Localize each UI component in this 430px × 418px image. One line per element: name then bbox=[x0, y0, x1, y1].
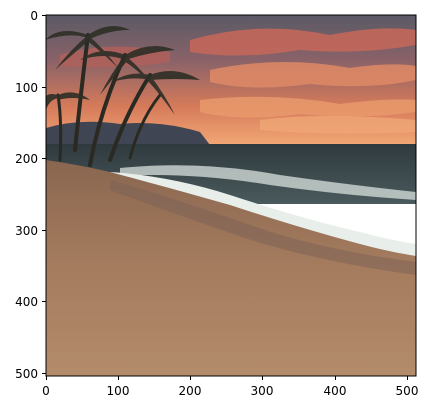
x-tick-label: 0 bbox=[42, 384, 50, 398]
y-tick-label: 300 bbox=[15, 224, 38, 238]
x-axis: 0 100 200 300 400 500 bbox=[42, 376, 418, 398]
sunset-clouds bbox=[60, 28, 416, 134]
y-tick-label: 500 bbox=[15, 367, 38, 381]
x-tick-label: 100 bbox=[107, 384, 130, 398]
sand bbox=[46, 160, 416, 376]
x-tick-label: 400 bbox=[324, 384, 347, 398]
y-tick-label: 200 bbox=[15, 152, 38, 166]
x-tick-label: 200 bbox=[179, 384, 202, 398]
y-tick-label: 100 bbox=[15, 81, 38, 95]
distant-headland bbox=[46, 121, 210, 145]
x-tick-label: 300 bbox=[251, 384, 274, 398]
y-tick-label: 0 bbox=[30, 9, 38, 23]
axes-frame bbox=[45, 14, 417, 377]
wet-sand bbox=[110, 180, 416, 275]
y-axis: 0 100 200 300 400 500 bbox=[15, 9, 46, 381]
x-tick-label: 500 bbox=[396, 384, 419, 398]
y-tick-label: 400 bbox=[15, 295, 38, 309]
beach-painting bbox=[46, 15, 416, 376]
palm-fronds bbox=[46, 26, 200, 115]
